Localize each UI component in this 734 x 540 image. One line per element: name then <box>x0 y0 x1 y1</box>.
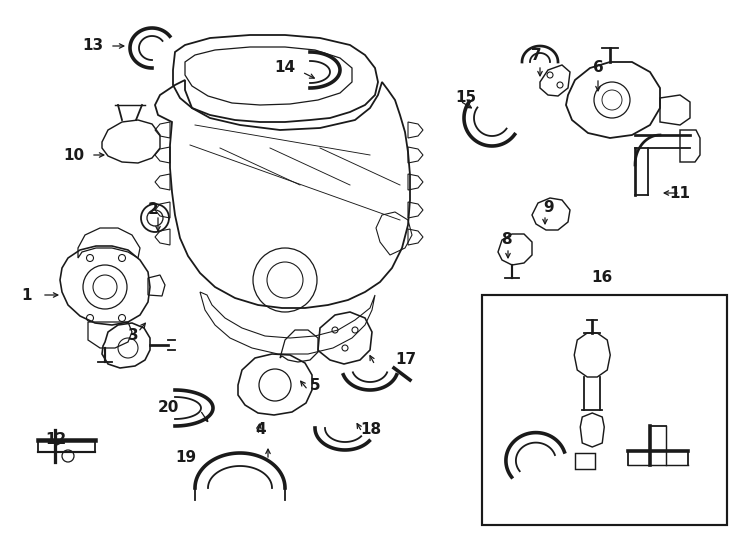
Text: 2: 2 <box>148 202 159 218</box>
Text: 11: 11 <box>669 186 690 200</box>
Text: 20: 20 <box>158 401 179 415</box>
Text: 18: 18 <box>360 422 381 437</box>
Text: 13: 13 <box>82 38 103 53</box>
Text: 1: 1 <box>21 287 32 302</box>
Text: 10: 10 <box>63 147 84 163</box>
Text: 17: 17 <box>395 353 416 368</box>
Bar <box>482 295 727 525</box>
Text: 19: 19 <box>175 450 196 465</box>
Text: 7: 7 <box>531 48 541 63</box>
Text: 6: 6 <box>592 60 603 76</box>
Text: 12: 12 <box>45 433 66 448</box>
Text: 15: 15 <box>455 90 476 105</box>
Text: 4: 4 <box>255 422 266 437</box>
Text: 14: 14 <box>274 60 295 76</box>
Text: 5: 5 <box>310 377 321 393</box>
Text: 8: 8 <box>501 233 512 247</box>
Text: 9: 9 <box>543 200 553 215</box>
Text: 3: 3 <box>128 327 139 342</box>
Text: 16: 16 <box>592 271 613 286</box>
